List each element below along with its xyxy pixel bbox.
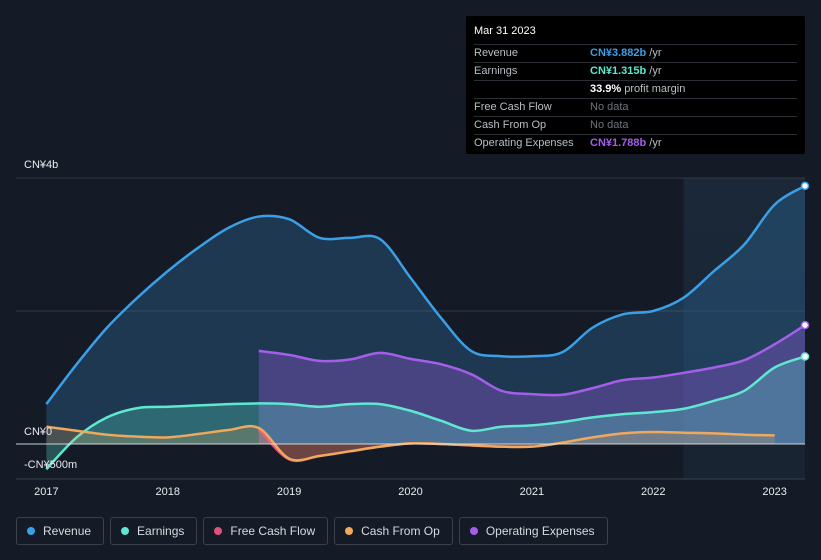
y-tick-label: CN¥4b <box>24 159 58 171</box>
free-cash-flow-area <box>258 429 532 461</box>
tooltip: Mar 31 2023 Revenue CN¥3.882b/yr Earnings C… <box>466 16 805 154</box>
plot-area <box>16 177 810 480</box>
x-tick-label: 2017 <box>34 486 58 498</box>
chart: 2017 2018 2019 2020 2021 2022 2023 CN¥4b CN¥0 -C… <box>16 159 810 498</box>
earnings-end-marker <box>800 352 810 361</box>
tooltip-row-value: CN¥3.882b <box>590 47 647 59</box>
tooltip-row-unit: profit margin <box>624 83 686 95</box>
tooltip-row-label <box>474 81 590 98</box>
revenue-end-marker <box>800 181 810 191</box>
legend-dot-icon <box>121 527 130 535</box>
tooltip-row-label: Cash From Op <box>474 119 547 131</box>
legend-item-free-cash-flow[interactable]: Free Cash Flow <box>203 517 329 545</box>
legend-item-cash-from-op[interactable]: Cash From Op <box>334 517 453 545</box>
legend-label: Cash From Op <box>361 524 440 538</box>
legend-dot-icon <box>345 527 354 535</box>
revenue-line <box>45 184 806 405</box>
tooltip-row: Free Cash Flow No data <box>474 99 797 117</box>
tooltip-row: Cash From Op No data <box>474 117 797 135</box>
revenue-area <box>46 185 806 445</box>
legend-dot-icon <box>27 527 35 535</box>
tooltip-row: 33.9% profit margin <box>474 81 797 99</box>
legend: Revenue Earnings Free Cash Flow Cash From O… <box>16 517 614 545</box>
tooltip-row-value: No data <box>590 119 629 131</box>
tooltip-date: Mar 31 2023 <box>474 22 797 45</box>
tooltip-row-value: CN¥1.315b <box>590 65 647 77</box>
operating-expenses-line <box>258 324 806 397</box>
earnings-line <box>45 355 806 471</box>
tooltip-row-unit: /yr <box>649 137 662 149</box>
tooltip-row-label: Free Cash Flow <box>474 101 552 113</box>
earnings-area <box>46 356 806 470</box>
x-tick-label: 2023 <box>762 486 786 498</box>
tooltip-row: Earnings CN¥1.315b/yr <box>474 63 797 81</box>
y-tick-label: -CN¥500m <box>24 459 77 471</box>
legend-label: Earnings <box>137 524 185 538</box>
forecast-shade <box>683 178 805 479</box>
legend-label: Operating Expenses <box>485 524 595 538</box>
tooltip-row: Operating Expenses CN¥1.788b/yr <box>474 135 797 152</box>
x-tick-label: 2021 <box>520 486 544 498</box>
tooltip-row-label: Revenue <box>474 47 519 59</box>
x-tick-label: 2018 <box>155 486 179 498</box>
legend-item-revenue[interactable]: Revenue <box>16 517 105 545</box>
operating-expenses-end-marker <box>800 320 810 330</box>
tooltip-row-unit: /yr <box>649 65 662 77</box>
tooltip-row-value: CN¥1.788b <box>590 137 647 149</box>
tooltip-row-value: No data <box>590 101 629 113</box>
legend-dot-icon <box>214 527 223 535</box>
x-axis: 2017 2018 2019 2020 2021 2022 2023 <box>34 486 787 498</box>
legend-item-operating-expenses[interactable]: Operating Expenses <box>458 517 608 545</box>
legend-item-earnings[interactable]: Earnings <box>110 517 198 545</box>
tooltip-row-unit: /yr <box>649 47 662 59</box>
legend-dot-icon <box>469 527 478 535</box>
x-tick-label: 2020 <box>398 486 422 498</box>
x-tick-label: 2019 <box>277 486 301 498</box>
tooltip-rows: Revenue CN¥3.882b/yr Earnings CN¥1.315b/yr 3… <box>474 45 797 152</box>
cash-from-op-area <box>46 426 775 461</box>
tooltip-row: Revenue CN¥3.882b/yr <box>474 45 797 63</box>
x-tick-label: 2022 <box>641 486 665 498</box>
tooltip-row-label: Operating Expenses <box>474 137 574 149</box>
legend-label: Revenue <box>43 524 92 538</box>
tooltip-row-label: Earnings <box>474 65 518 77</box>
tooltip-row-value: 33.9% <box>590 83 622 95</box>
legend-label: Free Cash Flow <box>230 524 316 538</box>
y-tick-label: CN¥0 <box>24 426 52 438</box>
operating-expenses-area <box>258 325 805 444</box>
y-axis: CN¥4b CN¥0 -CN¥500m <box>24 159 77 471</box>
cash-from-op-line <box>46 424 775 462</box>
